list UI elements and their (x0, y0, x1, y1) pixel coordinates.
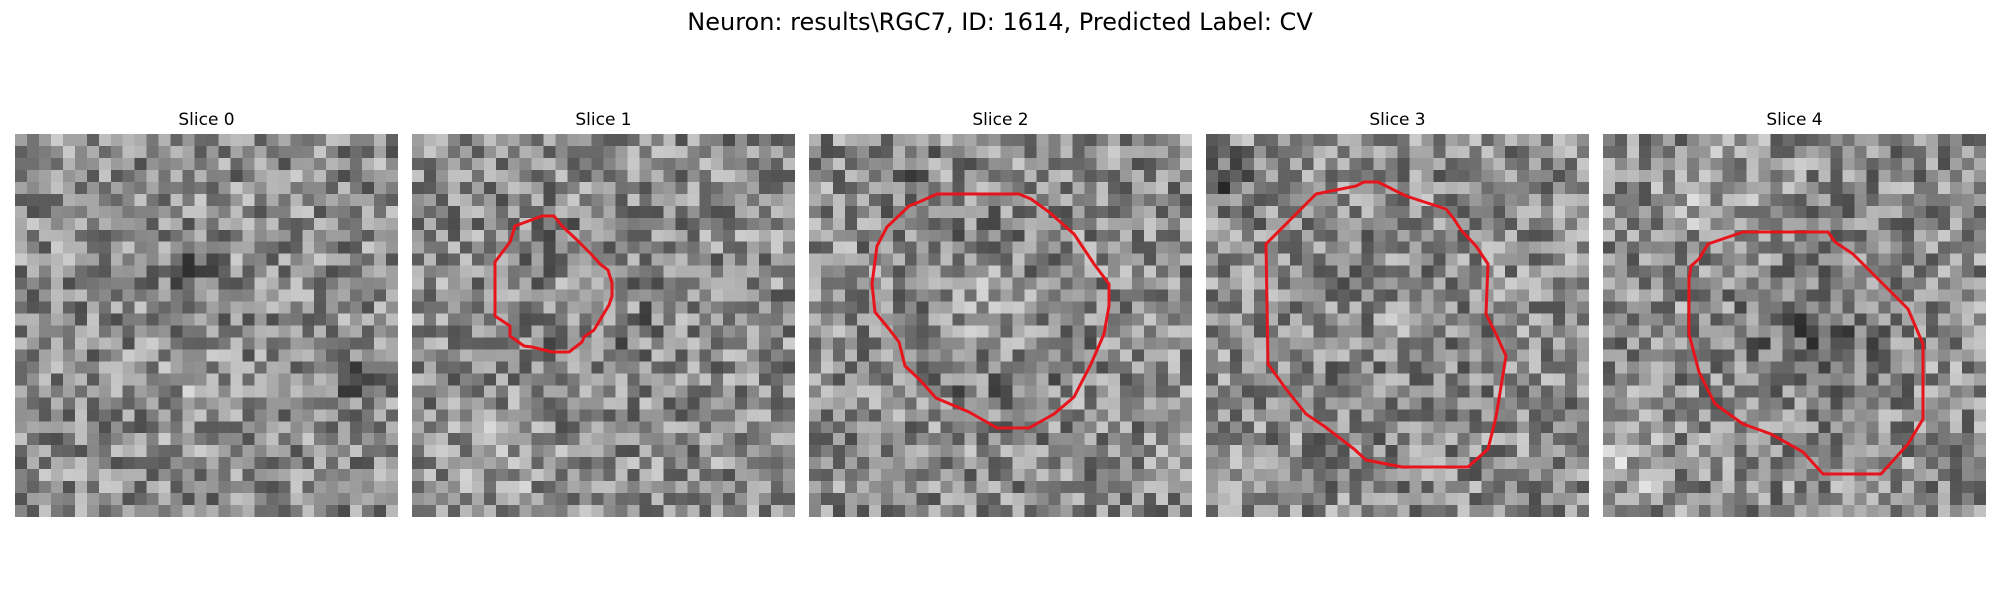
roi-contour (1687, 230, 1925, 476)
roi-contour (870, 192, 1111, 430)
slice-panel-3: Slice 3 (1206, 110, 1589, 517)
slice-panel-1: Slice 1 (412, 110, 795, 517)
slice-panel-0: Slice 0 (15, 110, 398, 517)
slice-title: Slice 0 (178, 110, 235, 130)
roi-contour (1264, 180, 1508, 469)
slice-image (809, 134, 1192, 517)
slice-image (1206, 134, 1589, 517)
roi-contour-line (870, 192, 1111, 430)
slice-panel-2: Slice 2 (809, 110, 1192, 517)
roi-contour-line (1264, 180, 1508, 469)
slice-title: Slice 4 (1766, 110, 1823, 130)
slice-panel-4: Slice 4 (1603, 110, 1986, 517)
slice-title: Slice 1 (575, 110, 632, 130)
figure-title: Neuron: results\RGC7, ID: 1614, Predicte… (687, 8, 1313, 36)
slice-image (412, 134, 795, 517)
slice-title: Slice 2 (972, 110, 1029, 130)
roi-contour-line (1687, 230, 1925, 476)
roi-contour-line (493, 214, 614, 354)
slice-image (15, 134, 398, 517)
slice-title: Slice 3 (1369, 110, 1426, 130)
slice-image (1603, 134, 1986, 517)
roi-contour (493, 214, 614, 354)
